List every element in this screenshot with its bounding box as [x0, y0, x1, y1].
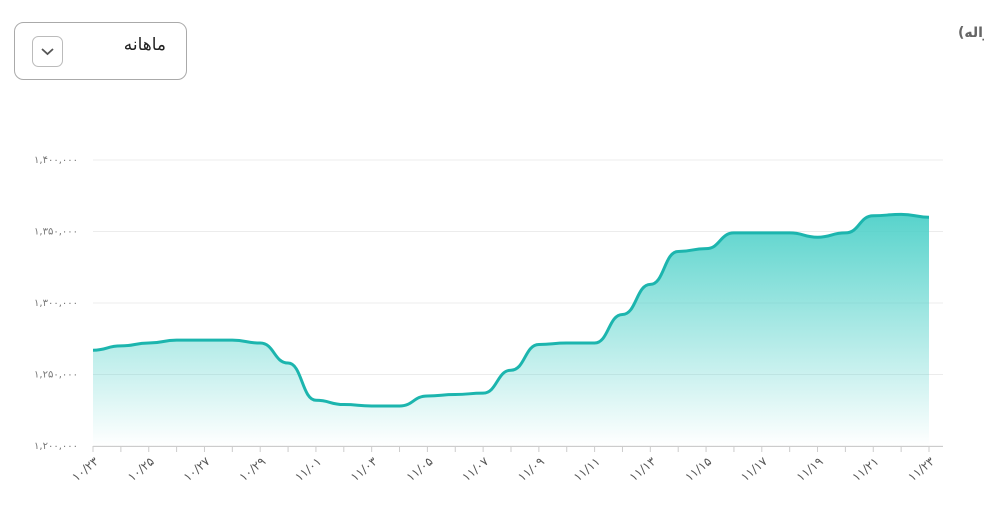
- line: [92, 212, 930, 408]
- x-tick-label: ۱۱/۰۱: [292, 454, 324, 484]
- x-tick-label: ۱۰/۲۹: [237, 454, 269, 484]
- x-tick-label: ۱۱/۰۳: [348, 454, 380, 484]
- x-tick-label: ۱۱/۱۵: [682, 454, 714, 484]
- y-tick-label: ۱,۴۰۰,۰۰۰: [34, 155, 78, 166]
- x-tick-label: ۱۰/۲۵: [125, 454, 157, 484]
- x-tick-label: ۱۱/۰۹: [515, 454, 547, 484]
- x-tick-label: ۱۱/۱۱: [571, 454, 603, 484]
- dropdown-label: ماهانه: [124, 35, 166, 55]
- x-tick-label: ۱۱/۱۳: [627, 454, 659, 484]
- dropdown-button[interactable]: [32, 36, 63, 67]
- x-tick-label: ۱۱/۲۳: [905, 454, 937, 484]
- x-tick-label: ۱۰/۲۳: [69, 454, 101, 484]
- x-tick-label: ۱۱/۱۹: [794, 454, 826, 484]
- y-tick-label: ۱,۲۰۰,۰۰۰: [34, 441, 78, 452]
- area-fill: [93, 214, 929, 446]
- y-tick-label: ۱,۳۵۰,۰۰۰: [34, 227, 78, 238]
- x-tick-label: ۱۱/۰۷: [459, 454, 491, 484]
- x-tick-label: ۱۱/۰۵: [404, 454, 436, 484]
- x-tick-label: ۱۱/۲۱: [850, 454, 882, 484]
- y-tick-label: ۱,۳۰۰,۰۰۰: [34, 298, 78, 309]
- chevron-icon: [41, 48, 54, 56]
- x-tick-label: ۱۱/۱۷: [738, 454, 770, 484]
- y-tick-label: ۱,۲۵۰,۰۰۰: [34, 370, 78, 381]
- x-tick-label: ۱۰/۲۷: [181, 454, 213, 484]
- chart-title: نمودار تغییرات دلار آمریکا (حواله): [958, 23, 984, 41]
